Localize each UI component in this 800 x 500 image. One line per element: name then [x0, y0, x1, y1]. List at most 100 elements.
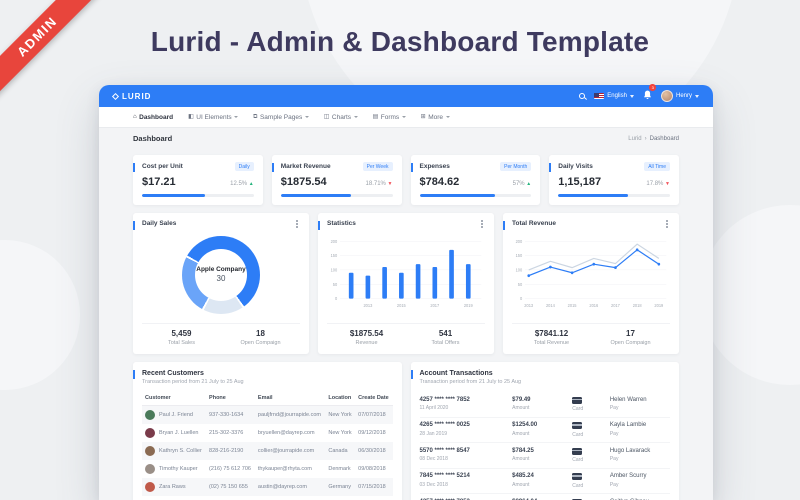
col-header[interactable]: Email — [254, 391, 326, 406]
panel-subtitle: Transaction period from 21 July to 25 Au… — [419, 379, 522, 385]
svg-text:2019: 2019 — [654, 302, 663, 307]
kebab-menu-icon[interactable] — [296, 222, 298, 225]
stat-title: Cost per Unit — [142, 163, 183, 170]
tx-amount: $784.25 — [512, 447, 534, 454]
list-item[interactable]: 4257 **** **** 785212 Nov 2018 $8964.04A… — [420, 494, 671, 500]
tx-pay-label: Pay — [609, 481, 619, 488]
tx-payee-name: Helen Warren — [609, 396, 647, 403]
stat-progress-fill — [558, 194, 628, 197]
notification-badge: 3 — [649, 84, 656, 91]
stat-card-cost-per-unit: Cost per Unit Daily $17.21 12.5% ▲ — [133, 155, 263, 205]
breadcrumb: Lurid › Dashboard — [628, 136, 679, 142]
trend-arrow-icon: ▼ — [665, 181, 670, 187]
customer-location: Canada — [328, 448, 348, 454]
background-blob — [700, 205, 800, 385]
total-revenue-label: Total Revenue — [533, 340, 570, 346]
menu-item-dashboard[interactable]: ⌂ Dashboard — [133, 114, 173, 121]
customer-phone: 215-302-3376 — [209, 430, 244, 436]
tx-card-number: 7845 **** **** 5214 — [419, 473, 470, 479]
stat-progress-fill — [142, 194, 205, 197]
customer-date: 09/12/2018 — [358, 430, 386, 436]
menu-item-forms[interactable]: ▤ Forms — [373, 114, 406, 121]
svg-text:200: 200 — [331, 238, 338, 243]
total-revenue-line-chart: 0 50 100 150 200 2013 2014 2015 2016 2017 2018 2019 — [516, 238, 667, 307]
svg-text:50: 50 — [333, 281, 338, 286]
stat-card-market-revenue: Market Revenue Per Week $1875.54 18.71% … — [271, 155, 402, 205]
breadcrumb-root[interactable]: Lurid — [628, 135, 642, 142]
customer-name: Bryan J. Luellen — [159, 430, 199, 436]
total-sales-label: Total Sales — [168, 340, 195, 346]
stat-period-badge: All Time — [644, 162, 670, 171]
statistics-card: Statistics 0 50 100 150 200 2013 2015 2017 2019 … — [318, 213, 494, 354]
svg-text:2015: 2015 — [397, 302, 406, 307]
recent-customers-panel: Recent Customers Transaction period from… — [133, 362, 402, 500]
more-icon: ⊞ — [420, 114, 426, 120]
customer-name: Kathryn S. Collier — [159, 448, 202, 454]
customer-avatar — [145, 464, 155, 474]
table-row[interactable]: Timothy Kauper (216) 75 612 706 thykaupe… — [142, 460, 393, 478]
col-header[interactable]: Location — [325, 391, 356, 406]
user-name: Henry — [675, 93, 692, 99]
card-title: Daily Sales — [142, 220, 177, 227]
stat-value: $1875.54 — [280, 176, 327, 188]
customer-date: 07/07/2018 — [358, 412, 386, 418]
credit-card-icon — [572, 422, 583, 429]
stat-title: Expenses — [419, 163, 450, 170]
transactions-list: 4257 **** **** 7852 11 April 2020 $79.49 A… — [419, 392, 671, 500]
section-heading: Dashboard — [133, 134, 173, 143]
panel-title: Recent Customers — [142, 370, 204, 377]
user-menu[interactable]: Henry — [660, 90, 699, 102]
list-item[interactable]: 4257 **** **** 7852 11 April 2020 $79.49 A… — [419, 392, 670, 418]
menu-label: Charts — [331, 113, 352, 121]
customer-avatar — [145, 410, 155, 420]
notifications-button[interactable]: 3 — [643, 84, 656, 105]
tx-amount-label: Amount — [512, 430, 530, 437]
list-item[interactable]: 5570 **** **** 8547 08 Dec 2018 $784.25 Am… — [419, 443, 670, 469]
kebab-menu-icon[interactable] — [481, 222, 483, 225]
revenue-value: $1875.54 — [349, 329, 384, 338]
trend-arrow-icon: ▲ — [248, 181, 254, 187]
language-selector[interactable]: English — [594, 93, 634, 99]
stat-progress-track — [142, 194, 254, 197]
tx-amount-label: Amount — [512, 481, 530, 488]
table-row[interactable]: Paul J. Friend 937-330-1634 pauljfrnd@jo… — [142, 405, 393, 424]
col-header[interactable]: Create Date — [355, 391, 393, 406]
svg-text:2017: 2017 — [430, 302, 439, 307]
search-icon[interactable] — [579, 93, 586, 99]
col-header[interactable]: Customer — [142, 391, 207, 406]
menu-item-sample-pages[interactable]: ⧉ Sample Pages — [253, 114, 309, 121]
svg-text:200: 200 — [516, 238, 523, 243]
menu-item-charts[interactable]: ◫ Charts — [324, 114, 358, 121]
customer-email: bryuellen@dayrep.com — [257, 430, 315, 436]
breadcrumb-bar: Dashboard Lurid › Dashboard — [99, 128, 713, 149]
menu-item-more[interactable]: ⊞ More — [421, 114, 450, 121]
stat-cards-row: Cost per Unit Daily $17.21 12.5% ▲ Marke… — [133, 155, 679, 205]
tx-date: 28 Jan 2019 — [419, 430, 448, 437]
customer-location: Denmark — [328, 466, 351, 472]
tx-card-label: Card — [572, 457, 584, 463]
card-title: Total Revenue — [512, 220, 556, 227]
customer-email: austin@dayrep.com — [257, 484, 307, 490]
tx-pay-label: Pay — [609, 456, 619, 462]
donut-center-label: Apple Company — [196, 266, 246, 273]
list-item[interactable]: 7845 **** **** 5214 03 Dec 2018 $485.24 Am… — [419, 469, 670, 494]
stat-value: $784.62 — [419, 176, 460, 188]
open-compaign-label: Open Compaign — [240, 340, 281, 346]
bottom-panels-row: Recent Customers Transaction period from… — [133, 362, 679, 500]
customer-phone: (216) 75 612 706 — [209, 466, 251, 472]
col-header[interactable]: Phone — [206, 391, 255, 406]
kebab-menu-icon[interactable] — [666, 222, 668, 225]
tx-card-number: 4257 **** **** 7852 — [420, 499, 513, 500]
list-item[interactable]: 4265 **** **** 0025 28 Jan 2019 $1254.00 A… — [419, 418, 670, 443]
app-logo[interactable]: LURID — [111, 92, 151, 101]
forms-icon: ▤ — [372, 114, 379, 120]
total-offers-label: Total Offers — [431, 340, 460, 346]
menu-item-ui-elements[interactable]: ◧ UI Elements — [188, 114, 239, 121]
customer-email: thykauper@rhyta.com — [257, 466, 312, 472]
table-row[interactable]: Zara Raws (02) 75 150 655 austin@dayrep.… — [142, 478, 393, 496]
trend-arrow-icon: ▲ — [526, 181, 532, 187]
table-row[interactable]: Kathryn S. Collier 828-216-2190 collier@… — [142, 442, 393, 460]
svg-text:150: 150 — [516, 252, 523, 257]
table-row[interactable]: Bryan J. Luellen 215-302-3376 bryuellen@… — [142, 424, 393, 442]
customer-avatar — [145, 446, 155, 456]
